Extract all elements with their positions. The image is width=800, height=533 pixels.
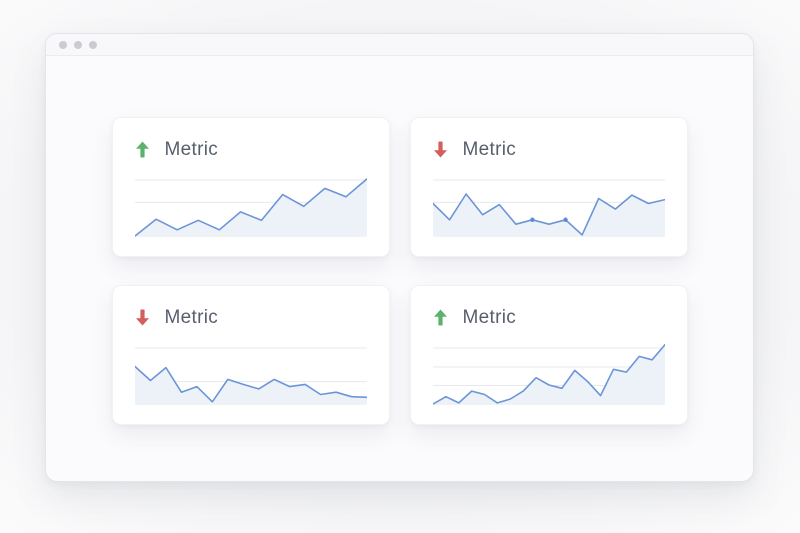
window-titlebar	[46, 34, 753, 56]
metric-card-header: Metric	[135, 304, 367, 331]
metric-card-grid: Metric Metric Metric	[111, 117, 688, 425]
metric-label: Metric	[462, 138, 517, 160]
metric-card-top-left[interactable]: Metric	[111, 117, 390, 257]
sparkline-chart	[134, 343, 367, 407]
browser-window: Metric Metric Metric	[45, 33, 754, 482]
metric-card-top-right[interactable]: Metric	[409, 117, 688, 257]
window-control-dot-3[interactable]	[89, 40, 97, 49]
sparkline-chart	[432, 175, 665, 239]
metric-card-header: Metric	[135, 136, 367, 163]
metric-label: Metric	[164, 306, 219, 328]
metric-card-header: Metric	[433, 136, 665, 163]
trend-up-icon	[135, 141, 150, 158]
trend-up-icon	[433, 309, 448, 326]
sparkline-chart	[432, 343, 665, 407]
trend-down-icon	[135, 309, 150, 326]
sparkline-marker-dot	[529, 217, 535, 222]
window-control-dot-1[interactable]	[59, 40, 67, 49]
window-control-dot-2[interactable]	[74, 40, 82, 49]
sparkline-marker-dot	[562, 217, 568, 222]
sparkline-chart	[134, 175, 367, 239]
metric-label: Metric	[462, 306, 517, 328]
metric-card-bottom-left[interactable]: Metric	[111, 285, 390, 425]
metric-card-header: Metric	[433, 304, 665, 331]
trend-down-icon	[433, 141, 448, 158]
metric-label: Metric	[164, 138, 219, 160]
metric-card-bottom-right[interactable]: Metric	[409, 285, 688, 425]
